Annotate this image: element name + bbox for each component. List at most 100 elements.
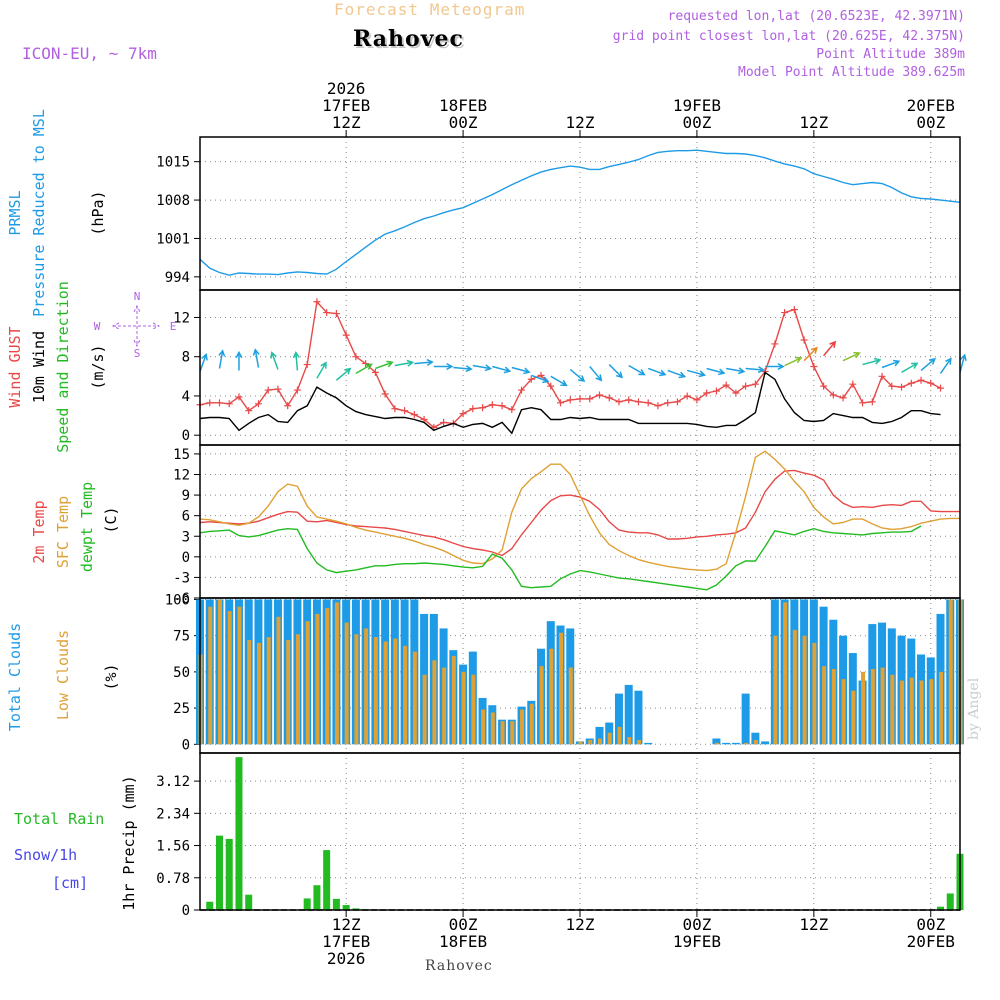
wind-direction-arrow	[784, 356, 803, 367]
prmsl-line	[199, 149, 961, 276]
wind-gust-marker	[371, 368, 379, 376]
wind-direction-arrow	[901, 362, 919, 374]
bottom-time-label: 18FEB	[439, 932, 487, 951]
wind-gust-marker	[586, 395, 594, 403]
location-title: Rahovec	[353, 26, 464, 52]
wind-gust-marker	[323, 309, 331, 317]
temp-unit-label: (C)	[102, 506, 120, 533]
total-cloud-bar	[722, 742, 731, 745]
low-cloud-bar	[393, 638, 398, 745]
low-cloud-bar	[627, 737, 632, 745]
wind-direction-arrow	[252, 348, 260, 368]
wind-direction-arrow	[765, 362, 785, 371]
pressure-panel	[194, 136, 961, 291]
wind-gust-marker	[654, 402, 662, 410]
precip-ytick-label: 0.78	[156, 871, 190, 887]
low-cloud-bar	[939, 671, 944, 745]
wind-gust-marker	[742, 382, 750, 390]
compass-south: S	[134, 347, 141, 360]
total-cloud-bar	[595, 726, 604, 745]
snow-unit-label: [cm]	[52, 874, 88, 892]
wind-direction-arrow	[375, 360, 394, 370]
wind-gust-marker	[488, 401, 496, 409]
low-cloud-bar	[948, 599, 953, 745]
wind-gust-marker	[566, 396, 574, 404]
wind-gust-marker	[459, 410, 467, 418]
wind-gust-marker	[683, 392, 691, 400]
total-cloud-bar	[751, 732, 760, 745]
rain-bar	[323, 850, 331, 910]
low-cloud-bar	[597, 738, 602, 745]
wind-gust-marker	[440, 418, 448, 426]
wind-gust-marker	[254, 400, 262, 408]
wind-gust-marker	[381, 390, 389, 398]
low-cloud-bar	[744, 742, 749, 745]
rain-bar	[206, 901, 214, 910]
wind-direction-arrow	[433, 362, 454, 371]
precip-ytick-label: 2.34	[156, 806, 190, 822]
precip-ytick-label: 0	[182, 903, 190, 919]
wind-direction-arrow	[472, 364, 493, 372]
wind-gust-marker	[215, 399, 223, 407]
rain-bar	[245, 894, 253, 910]
top-time-label: 00Z	[916, 113, 945, 132]
wind-gust-line	[199, 300, 941, 429]
low-cloud-bar	[481, 709, 486, 745]
low-cloud-bar	[247, 640, 252, 745]
top-time-label: 12Z	[332, 113, 361, 132]
low-cloud-bar	[900, 680, 905, 745]
wind-gust-marker	[937, 384, 945, 392]
wind-frame	[199, 289, 961, 446]
low-cloud-bar	[812, 642, 817, 745]
wind-direction-arrow	[531, 374, 550, 384]
wind-direction-arrow	[335, 367, 352, 381]
wind-gust-marker	[615, 398, 623, 406]
wind-direction-arrow	[920, 357, 937, 372]
wind-gust-marker	[898, 383, 906, 391]
wind-gust-marker	[693, 396, 701, 404]
low-cloud-bar	[539, 666, 544, 745]
wind-gust-marker	[673, 398, 681, 406]
wind-gust-marker	[771, 340, 779, 348]
wind-gust-marker	[820, 382, 828, 390]
clouds-ytick-label: 100	[165, 592, 190, 608]
pressure-ytick-label: 1015	[156, 155, 190, 171]
low-cloud-bar	[802, 635, 807, 745]
wind-gust-marker	[712, 387, 720, 395]
footer-location: Rahovec	[425, 958, 493, 974]
wind-direction-arrow	[608, 364, 624, 379]
total-cloud-bar	[634, 690, 643, 745]
clouds-ytick-label: 0	[182, 737, 190, 753]
total-cloud-bar	[712, 738, 721, 745]
rain-bar	[225, 838, 233, 910]
wind-direction-arrow	[394, 359, 415, 367]
wind-10m-label: 10m Wind	[30, 331, 48, 403]
dewpt-temp-label: dewpt Temp	[78, 482, 96, 572]
wind-gust-marker	[401, 407, 409, 415]
temperature-ytick-label: 15	[173, 447, 190, 463]
total-rain-label: Total Rain	[14, 810, 104, 828]
wind-gust-marker	[469, 405, 477, 413]
pressure-unit-label: (hPa)	[89, 190, 107, 235]
wind-direction-arrow	[199, 353, 208, 372]
wind-gust-marker	[849, 380, 857, 388]
sfc-temp-label: SFC Temp	[54, 496, 72, 568]
bottom-time-label: 00Z	[682, 915, 711, 934]
wind-direction-arrow	[550, 375, 568, 387]
temperature-ytick-label: 0	[182, 550, 190, 566]
low-cloud-bar	[461, 671, 466, 745]
wind-speed-direction-label: Speed and Direction	[54, 281, 72, 453]
wind-unit-label: (m/s)	[89, 344, 107, 389]
low-cloud-bar	[403, 645, 408, 745]
low-cloud-bar	[520, 709, 525, 745]
wind-ytick-label: 0	[182, 428, 190, 444]
low-cloud-bar	[929, 679, 934, 745]
wind-direction-arrow	[842, 351, 861, 362]
pressure-ytick-label: 994	[165, 270, 190, 286]
wind-gust-marker	[644, 399, 652, 407]
rain-bar	[215, 835, 223, 910]
wind-gust-marker	[557, 399, 565, 407]
low-cloud-bar	[890, 674, 895, 745]
low-cloud-bar	[237, 606, 242, 745]
bottom-time-label: 12Z	[799, 915, 828, 934]
